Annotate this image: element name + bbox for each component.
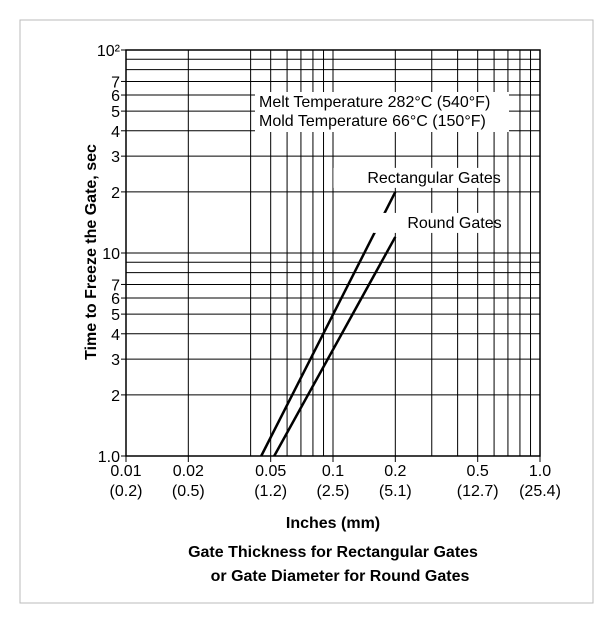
series-label: Rectangular Gates — [367, 170, 500, 187]
y-tick-label: 7 — [111, 74, 120, 91]
label-bg — [373, 212, 486, 233]
annotation: Melt Temperature 282°C (540°F) — [259, 94, 490, 111]
y-tick-label: 10 — [102, 246, 120, 263]
y-tick-label: 3 — [111, 149, 120, 166]
y-tick-label: 6 — [111, 88, 120, 105]
y-tick-label: 7 — [111, 277, 120, 294]
x-tick-label-mm: (0.5) — [172, 483, 205, 500]
x-tick-label: 0.05 — [255, 463, 286, 480]
y-tick-label: 4 — [111, 124, 120, 141]
x-tick-label-mm: (12.7) — [457, 483, 499, 500]
y-tick-label: 5 — [111, 104, 120, 121]
x-tick-label: 1.0 — [529, 463, 551, 480]
x-axis-label: Inches (mm) — [286, 515, 380, 532]
y-tick-label: 5 — [111, 307, 120, 324]
x-tick-label: 0.2 — [384, 463, 406, 480]
x-tick-label-mm: (0.2) — [110, 483, 143, 500]
y-tick-label: 10² — [97, 43, 121, 60]
label-bg — [333, 167, 486, 188]
annotation: Mold Temperature 66°C (150°F) — [259, 113, 486, 130]
y-tick-label: 1.0 — [98, 449, 120, 466]
x-tick-label-mm: (5.1) — [379, 483, 412, 500]
caption: or Gate Diameter for Round Gates — [211, 568, 470, 585]
y-tick-label: 3 — [111, 352, 120, 369]
series-line — [273, 236, 397, 457]
caption: Gate Thickness for Rectangular Gates — [188, 544, 478, 561]
x-tick-label-mm: (25.4) — [519, 483, 561, 500]
frame — [19, 19, 594, 604]
annotation-box — [255, 92, 509, 132]
y-tick-label: 2 — [111, 185, 120, 202]
y-tick-label: 4 — [111, 327, 120, 344]
y-axis-label: Time to Freeze the Gate, sec — [83, 144, 100, 360]
series-label: Round Gates — [407, 215, 501, 232]
series-line — [260, 191, 397, 457]
x-tick-label: 0.01 — [110, 463, 141, 480]
x-tick-label-mm: (1.2) — [254, 483, 287, 500]
x-tick-label-mm: (2.5) — [317, 483, 350, 500]
y-tick-label: 6 — [111, 291, 120, 308]
y-tick-label: 2 — [111, 388, 120, 405]
x-tick-label: 0.5 — [467, 463, 489, 480]
x-tick-label: 0.1 — [322, 463, 344, 480]
x-tick-label: 0.02 — [173, 463, 204, 480]
